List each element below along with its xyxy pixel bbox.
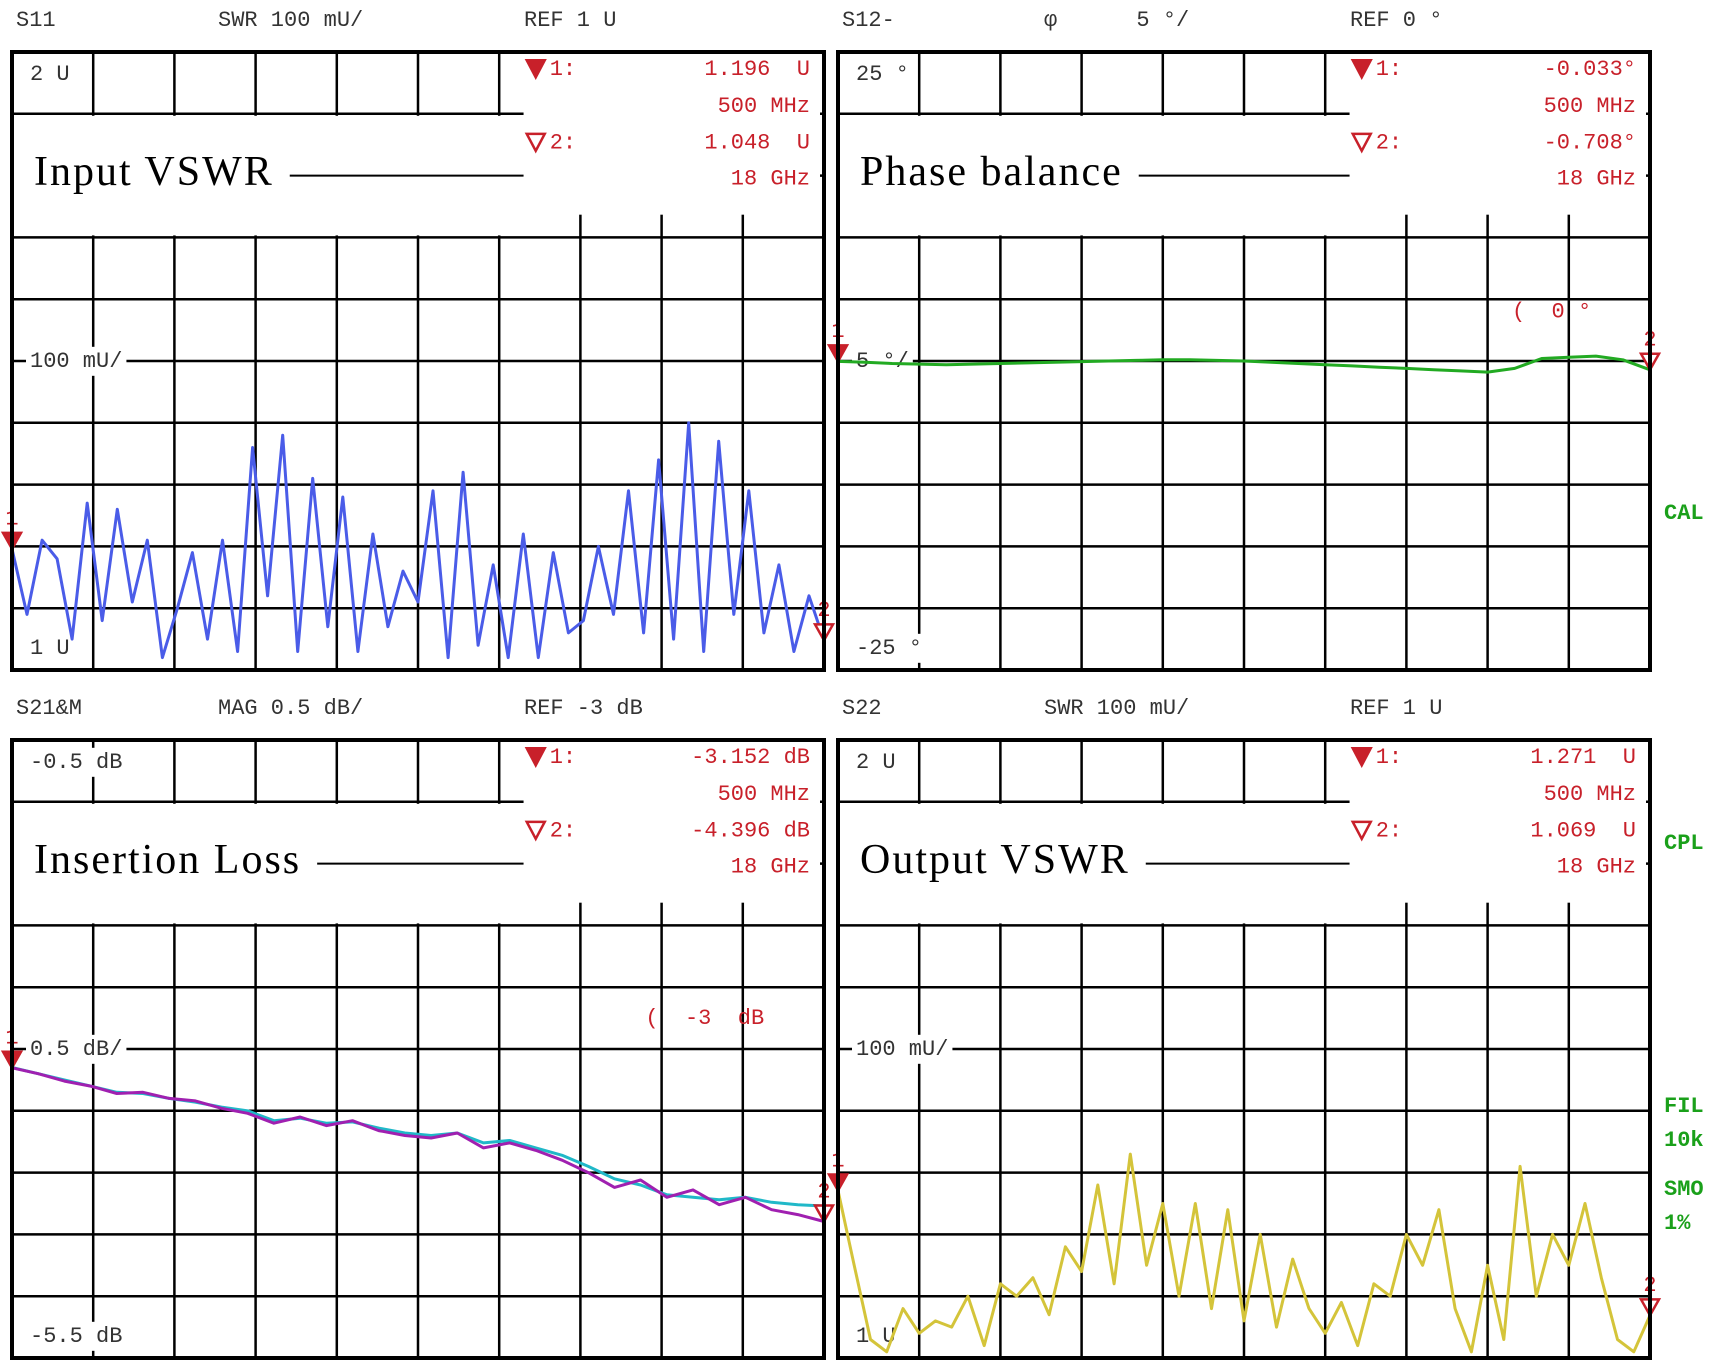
tick-label-bg xyxy=(26,1321,127,1351)
tick-label-bg xyxy=(26,1034,127,1064)
readout-icon xyxy=(1350,820,1373,842)
trace xyxy=(836,1152,1652,1354)
y-tick-label: -5.5 dB xyxy=(30,1324,122,1349)
readout-stimulus: 500 MHz xyxy=(1544,94,1636,119)
readout-value: 1.069 U xyxy=(1530,819,1636,844)
format-label: φ 5 °/ xyxy=(1044,8,1189,33)
readout-name: 1: xyxy=(550,745,576,770)
readout-name: 1: xyxy=(1376,745,1402,770)
readout-stimulus: 18 GHz xyxy=(1557,855,1636,880)
readout-box xyxy=(523,54,820,215)
readout-name: 1: xyxy=(550,57,576,82)
readout-name: 1: xyxy=(1376,57,1402,82)
readout-icon xyxy=(1350,747,1373,768)
side-label: CAL xyxy=(1664,501,1704,526)
readout-value: 1.271 U xyxy=(1530,745,1636,770)
readout-name: 2: xyxy=(550,131,576,156)
tick-label-bg xyxy=(26,747,127,777)
readout-box xyxy=(523,742,820,903)
readout-icon xyxy=(524,59,547,80)
side-label: SMO xyxy=(1664,1177,1704,1202)
trace xyxy=(837,354,1651,374)
readout-stimulus: 18 GHz xyxy=(731,855,810,880)
trace xyxy=(10,421,826,660)
tick-label-bg xyxy=(852,633,927,663)
readout-icon xyxy=(524,820,547,842)
readout-icon xyxy=(1350,59,1373,80)
readout-value: 1.196 U xyxy=(704,57,810,82)
channel-label: S21&M xyxy=(16,696,82,721)
panel-title: Input VSWR xyxy=(34,149,274,195)
readout-stimulus: 18 GHz xyxy=(731,167,810,192)
side-label: 1% xyxy=(1664,1211,1691,1236)
y-tick-label: 1 U xyxy=(30,636,70,661)
channel-label: S22 xyxy=(842,696,882,721)
tick-label-bg xyxy=(852,747,900,777)
reference-label: REF 0 ° xyxy=(1350,8,1442,33)
readout-icon xyxy=(524,747,547,768)
readout-value: -4.396 dB xyxy=(691,819,810,844)
readout-stimulus: 18 GHz xyxy=(1557,167,1636,192)
y-tick-label: -25 ° xyxy=(856,636,922,661)
channel-label: S12- xyxy=(842,8,895,33)
tick-label-bg xyxy=(852,59,913,89)
readout-icon xyxy=(1350,132,1373,154)
readout-stimulus: 500 MHz xyxy=(718,94,810,119)
panel-border xyxy=(10,50,826,672)
side-label: 10k xyxy=(1664,1128,1704,1153)
format-label: SWR 100 mU/ xyxy=(218,8,363,33)
panel-title: Phase balance xyxy=(860,149,1123,195)
readout-box xyxy=(1349,742,1646,903)
format-label: MAG 0.5 dB/ xyxy=(218,696,363,721)
y-tick-label: -0.5 dB xyxy=(30,750,122,775)
side-label: FIL xyxy=(1664,1094,1704,1119)
readout-value: -0.033° xyxy=(1544,57,1636,82)
panel-title: Output VSWR xyxy=(860,837,1130,883)
readout-icon xyxy=(524,132,547,154)
reference-annotation: ( 0 ° xyxy=(1512,299,1591,324)
y-tick-label: 2 U xyxy=(30,62,70,87)
panel-title: Insertion Loss xyxy=(34,837,301,883)
readout-stimulus: 500 MHz xyxy=(1544,782,1636,807)
readout-box xyxy=(1349,54,1646,215)
tick-label-bg xyxy=(852,1034,953,1064)
tick-label-bg xyxy=(26,633,74,663)
panel-border xyxy=(836,738,1652,1360)
y-tick-label: 2 U xyxy=(856,750,896,775)
reference-label: REF 1 U xyxy=(1350,696,1442,721)
readout-value: -3.152 dB xyxy=(691,745,810,770)
tick-label-bg xyxy=(26,59,74,89)
readout-name: 2: xyxy=(1376,131,1402,156)
readout-name: 2: xyxy=(550,819,576,844)
side-label: CPL xyxy=(1664,831,1704,856)
readout-name: 2: xyxy=(1376,819,1402,844)
reference-annotation: ( -3 dB xyxy=(645,1006,764,1031)
reference-label: REF -3 dB xyxy=(524,696,643,721)
reference-label: REF 1 U xyxy=(524,8,616,33)
y-tick-label: 100 mU/ xyxy=(30,349,122,374)
trace xyxy=(11,1066,825,1223)
readout-value: 1.048 U xyxy=(704,131,810,156)
panel-border xyxy=(10,738,826,1360)
readout-stimulus: 500 MHz xyxy=(718,782,810,807)
y-tick-label: 100 mU/ xyxy=(856,1037,948,1062)
channel-label: S11 xyxy=(16,8,56,33)
tick-label-bg xyxy=(26,346,127,376)
y-tick-label: 0.5 dB/ xyxy=(30,1037,122,1062)
format-label: SWR 100 mU/ xyxy=(1044,696,1189,721)
panel-border xyxy=(836,50,1652,672)
readout-value: -0.708° xyxy=(1544,131,1636,156)
y-tick-label: 25 ° xyxy=(856,62,909,87)
